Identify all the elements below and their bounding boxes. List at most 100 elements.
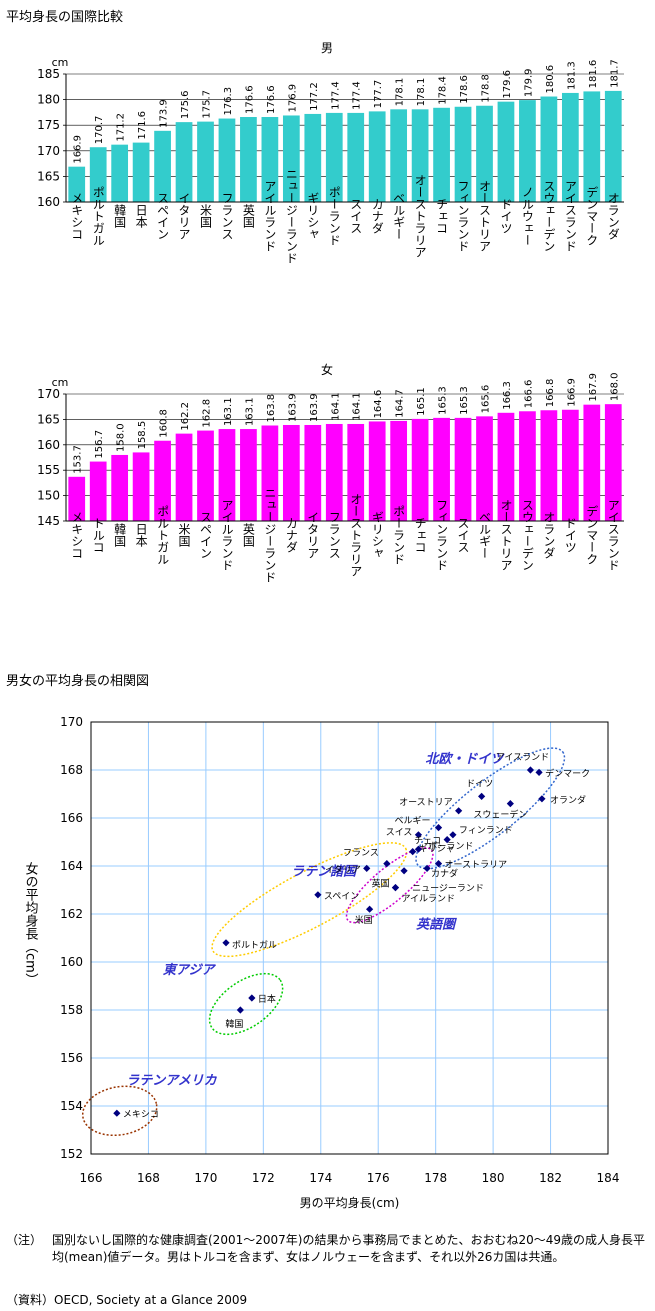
category-label: トルコ	[91, 517, 105, 553]
bar	[561, 92, 579, 202]
x-tick-label: 168	[137, 1171, 160, 1185]
group-label: 東アジア	[163, 962, 216, 978]
point-label: オーストリア	[399, 797, 453, 808]
bar	[561, 409, 579, 521]
category-label: スペイン	[156, 192, 170, 240]
data-point	[526, 766, 535, 774]
category-label: ポルトガル	[91, 186, 105, 246]
point-label: ベルギー	[395, 816, 431, 827]
y-tick-label: 152	[60, 1147, 83, 1161]
category-label: オーストラリア	[413, 174, 427, 258]
y-tick-label: 185	[37, 67, 60, 81]
category-label: オランダ	[542, 511, 556, 559]
bar	[282, 424, 300, 521]
data-label: 165.3	[438, 386, 449, 415]
data-label: 178.8	[481, 74, 492, 103]
bar	[154, 440, 171, 521]
data-label: 164.1	[352, 392, 363, 421]
x-tick-label: 174	[309, 1171, 332, 1185]
category-label: ドイツ	[563, 517, 577, 553]
bar	[68, 166, 86, 202]
point-label: ポーランド	[428, 841, 473, 852]
category-label: 日本	[134, 523, 148, 548]
bar	[325, 423, 343, 521]
bar	[519, 411, 536, 521]
y-tick-label: 160	[37, 195, 60, 209]
bar	[261, 117, 279, 202]
height-correlation-scatter: 166 168 170 172 174 176 178 180 182 184 152 154 156 1…	[23, 715, 620, 1210]
x-tick-label: 180	[482, 1171, 505, 1185]
point-label: フランス	[343, 848, 379, 859]
category-label: 米国	[177, 523, 191, 547]
data-label: 177.4	[352, 81, 363, 110]
bar	[497, 412, 515, 521]
point-label: イタリア	[325, 864, 361, 875]
point-label: オーストラリア	[445, 860, 508, 871]
data-label: 166.3	[502, 381, 513, 410]
y-tick-label: 170	[37, 387, 60, 401]
category-label: ギリシャ	[370, 511, 384, 559]
category-label: ニュージーランド	[263, 487, 277, 583]
data-label: 175.7	[202, 90, 213, 119]
category-label: ベルギー	[392, 192, 406, 240]
point-label: ポルトガル	[232, 940, 277, 951]
category-label: イタリア	[177, 192, 191, 240]
data-point	[455, 807, 463, 815]
category-label: イタリア	[306, 511, 320, 559]
point-label: スイス	[386, 828, 413, 838]
point-label: スペイン	[324, 892, 359, 902]
x-tick-label: 172	[252, 1171, 275, 1185]
data-label: 179.9	[523, 68, 534, 97]
group-label: ラテンアメリカ	[126, 1073, 217, 1088]
point-label: カナダ	[431, 867, 458, 879]
data-label: 176.9	[287, 84, 298, 113]
category-label: 韓国	[113, 204, 127, 228]
bar	[304, 424, 322, 521]
bar	[132, 452, 150, 521]
x-tick-label: 178	[424, 1171, 447, 1185]
category-label: オーストリア	[499, 499, 513, 571]
bar	[411, 418, 429, 521]
bar	[154, 130, 171, 202]
category-label: デンマーク	[585, 505, 599, 565]
point-label: 米国	[355, 914, 373, 926]
plot-area	[66, 394, 624, 521]
bar	[368, 421, 386, 521]
bar	[540, 410, 558, 521]
data-label: 177.2	[309, 82, 320, 111]
y-axis-unit: cm	[52, 376, 69, 389]
bar	[240, 429, 257, 521]
group-ellipse	[415, 747, 566, 870]
category-label: スイス	[456, 517, 470, 553]
data-label: 179.6	[502, 70, 513, 99]
data-point	[449, 831, 457, 839]
bar	[197, 121, 214, 202]
data-label: 163.9	[309, 393, 320, 422]
y-tick-label: 158	[60, 1003, 83, 1017]
category-label: メキシコ	[70, 192, 84, 240]
data-label: 164.7	[395, 389, 406, 418]
category-label: アイスランド	[606, 499, 620, 571]
bar	[197, 430, 214, 521]
data-label: 163.1	[244, 397, 255, 426]
category-label: チェコ	[435, 198, 449, 234]
x-tick-label: 176	[367, 1171, 390, 1185]
y-axis-title: 女の平均身長（cm）	[23, 861, 39, 985]
point-label: ニュージーランド	[412, 883, 484, 894]
bar	[347, 112, 365, 202]
plot-area	[66, 74, 624, 202]
data-label: 164.1	[330, 392, 341, 421]
category-label: チェコ	[413, 517, 427, 553]
point-label: デンマーク	[545, 767, 590, 779]
category-label: カナダ	[284, 517, 298, 553]
y-tick-label: 145	[37, 514, 60, 528]
bar	[111, 454, 129, 521]
y-tick-label: 162	[60, 907, 83, 921]
bar	[368, 111, 386, 202]
category-label: 英国	[241, 204, 255, 228]
category-label: ポーランド	[327, 186, 341, 246]
y-tick-label: 166	[60, 811, 83, 825]
data-label: 171.6	[137, 111, 148, 140]
point-label: アイルランド	[401, 894, 455, 905]
data-label: 163.1	[223, 397, 234, 426]
